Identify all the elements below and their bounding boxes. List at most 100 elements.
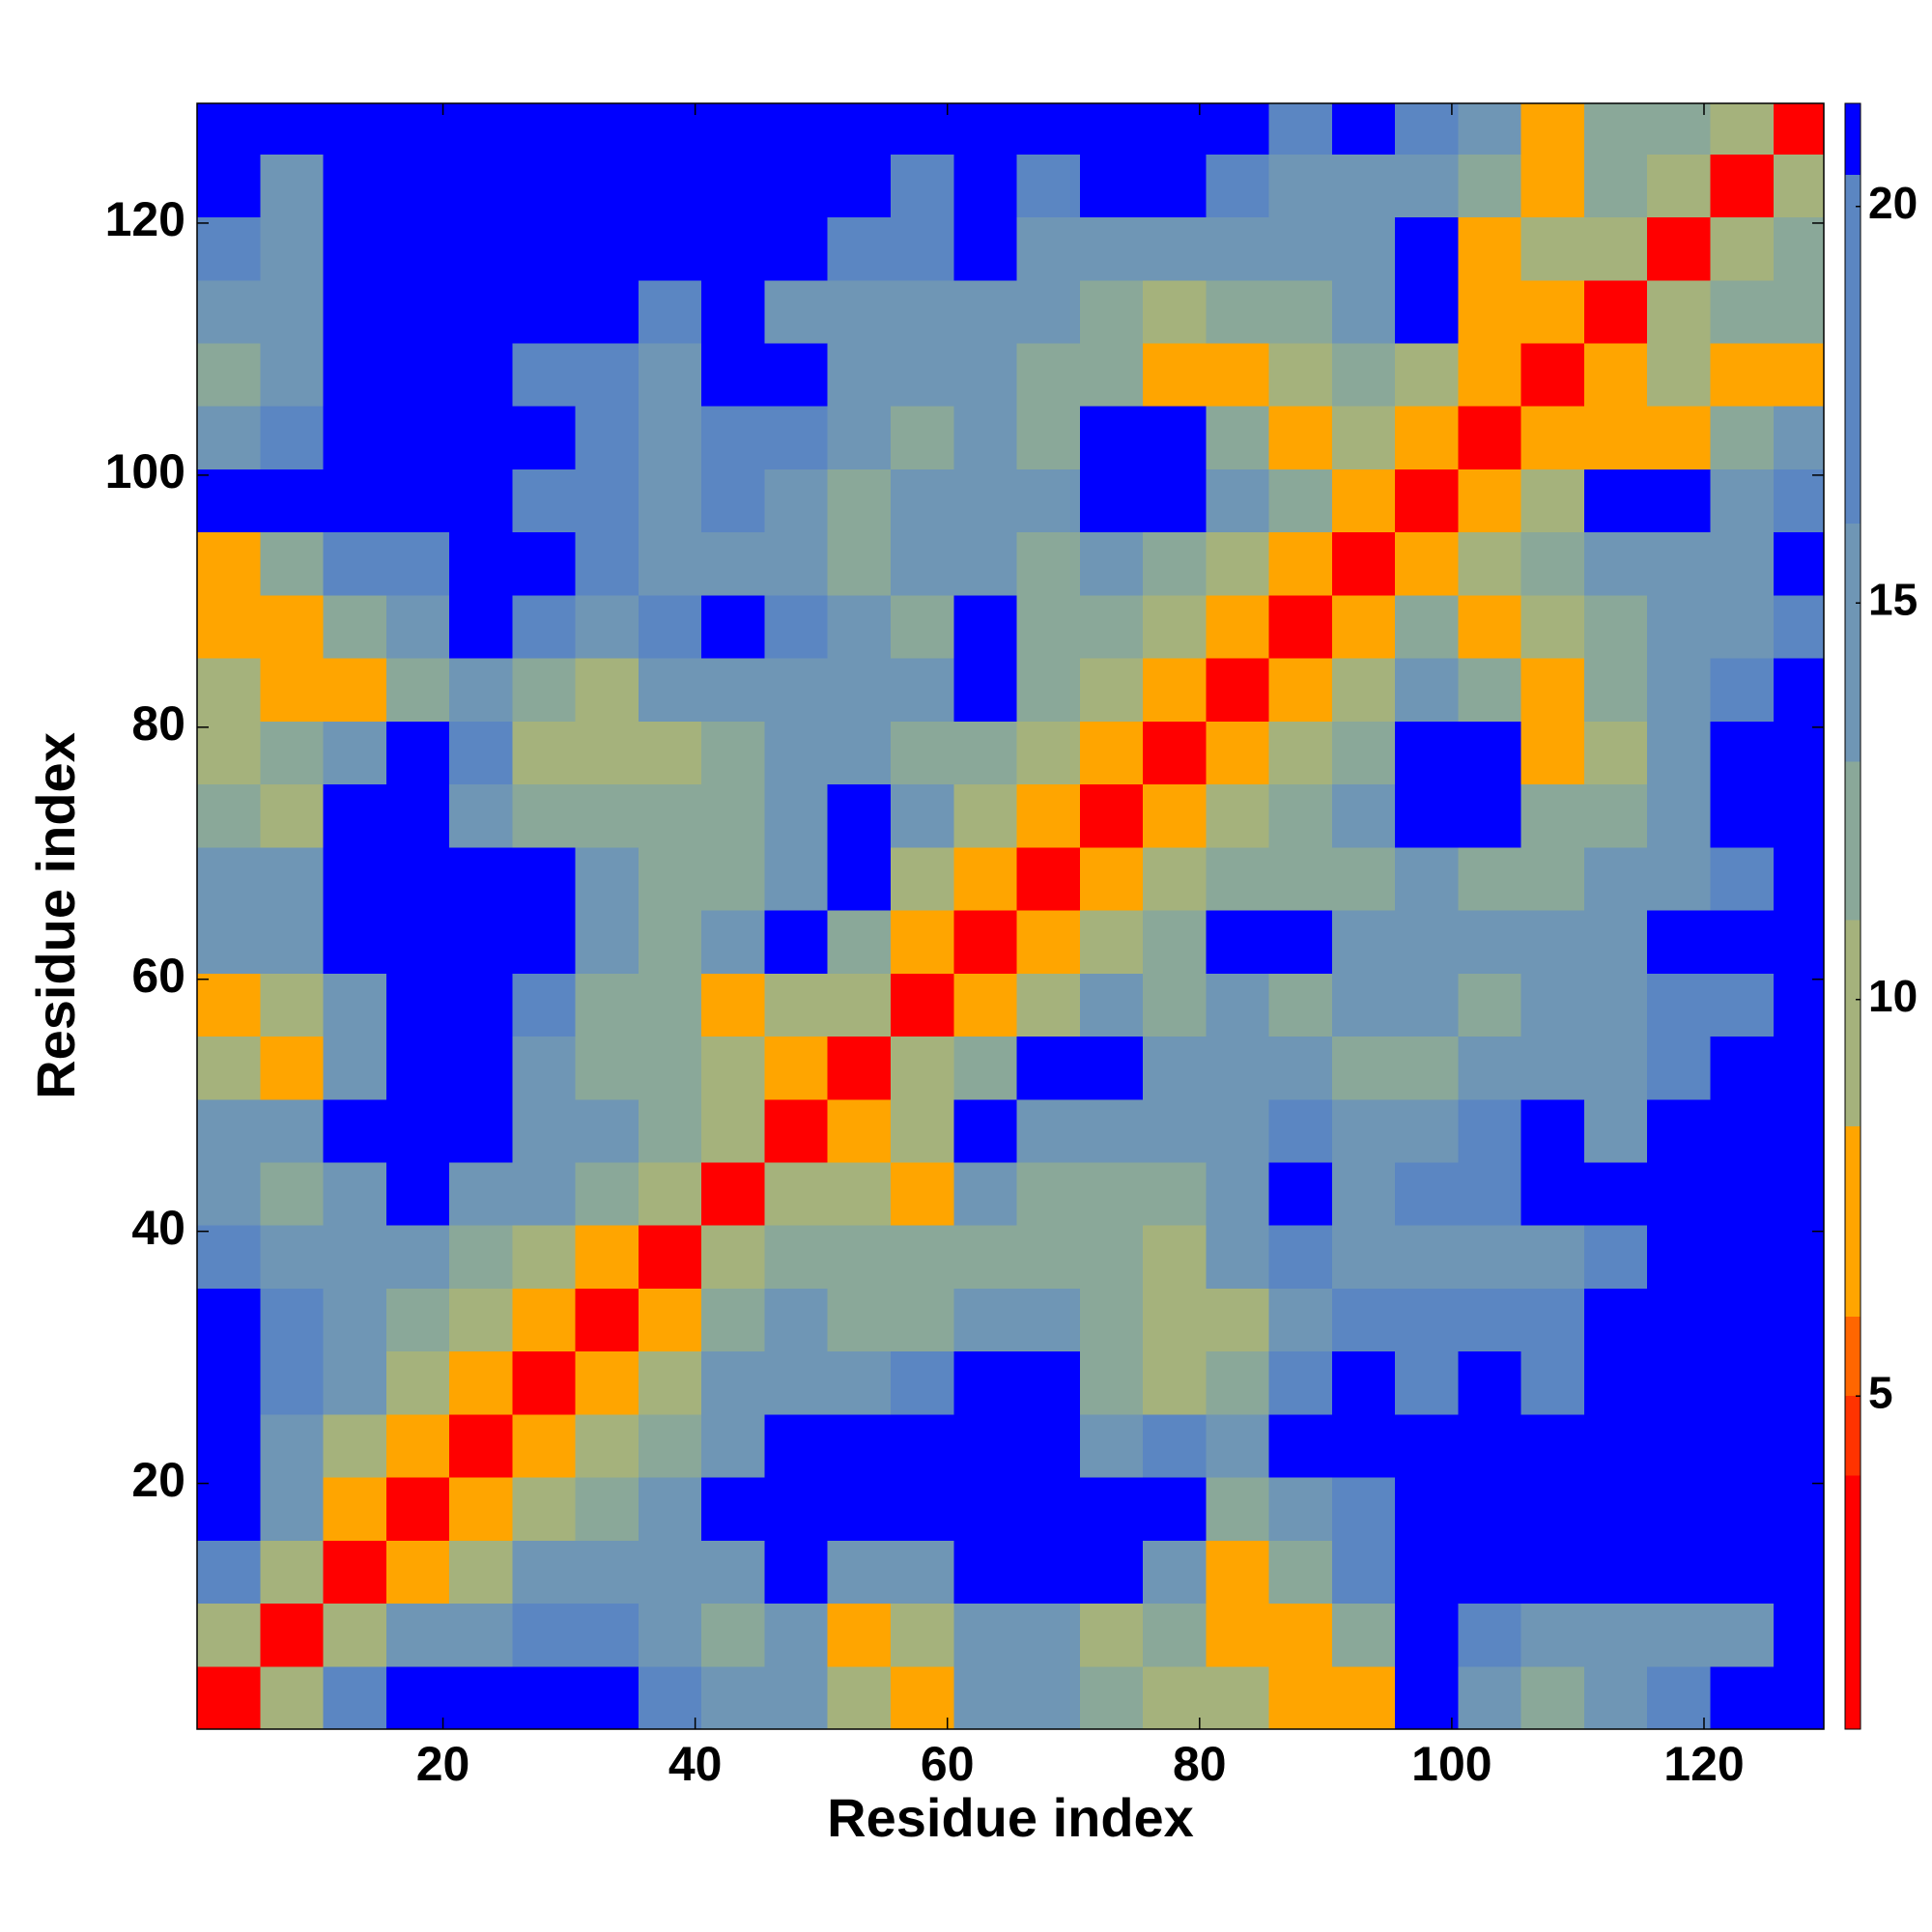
heatmap-cell — [575, 1161, 639, 1226]
heatmap-cell — [1458, 1665, 1522, 1729]
heatmap-cell — [827, 1098, 892, 1163]
heatmap-cell — [1268, 342, 1333, 407]
heatmap-cell — [1773, 1665, 1824, 1729]
heatmap-cell — [1647, 909, 1712, 974]
heatmap-cell — [1520, 103, 1585, 155]
heatmap-cell — [1016, 216, 1081, 281]
heatmap-cell — [1016, 1350, 1081, 1415]
heatmap-cell — [1458, 279, 1522, 344]
heatmap-cell — [1016, 1036, 1081, 1100]
heatmap-cell — [260, 103, 325, 155]
heatmap-cell — [701, 1288, 766, 1352]
heatmap-cell — [1520, 279, 1585, 344]
heatmap-cell — [1331, 1225, 1396, 1289]
heatmap-cell — [575, 909, 639, 974]
heatmap-cell — [1331, 909, 1396, 974]
heatmap-cell — [1710, 469, 1775, 533]
heatmap-cell — [1647, 154, 1712, 218]
heatmap-cell — [764, 1036, 829, 1100]
heatmap-cell — [1395, 279, 1460, 344]
heatmap-cell — [260, 216, 325, 281]
heatmap-cell — [1583, 1413, 1648, 1478]
heatmap-cell — [385, 216, 450, 281]
heatmap-cell — [1206, 1603, 1270, 1667]
heatmap-cell — [1710, 1477, 1775, 1541]
heatmap-cell — [197, 1036, 261, 1100]
heatmap-cell — [1395, 783, 1460, 848]
heatmap-cell — [953, 783, 1018, 848]
heatmap-cell — [1268, 1036, 1333, 1100]
heatmap-cell — [1647, 1665, 1712, 1729]
heatmap-cell — [1710, 279, 1775, 344]
heatmap-cell — [1331, 1350, 1396, 1415]
heatmap-cell — [1710, 1288, 1775, 1352]
heatmap-cell — [701, 1098, 766, 1163]
heatmap-cell — [827, 154, 892, 218]
heatmap-cell — [1647, 721, 1712, 785]
heatmap-cell — [1710, 1603, 1775, 1667]
heatmap-cell — [260, 1288, 325, 1352]
heatmap-cell — [1395, 154, 1460, 218]
heatmap-cell — [1583, 154, 1648, 218]
heatmap-cell — [1583, 846, 1648, 911]
colorbar-band — [1845, 524, 1861, 762]
heatmap-cell — [1458, 1540, 1522, 1605]
heatmap-cell — [1143, 216, 1207, 281]
heatmap-cell — [1016, 1665, 1081, 1729]
heatmap-cell — [1647, 1603, 1712, 1667]
heatmap-cell — [575, 1288, 639, 1352]
heatmap-cell — [260, 721, 325, 785]
heatmap-cell — [890, 103, 954, 155]
heatmap-cell — [701, 216, 766, 281]
heatmap-cell — [1647, 1036, 1712, 1100]
heatmap-cell — [323, 1665, 387, 1729]
heatmap-cell — [385, 531, 450, 596]
heatmap-cell — [1016, 783, 1081, 848]
heatmap-cell — [323, 658, 387, 722]
heatmap-cell — [1520, 1413, 1585, 1478]
heatmap-cell — [638, 342, 702, 407]
heatmap-cell — [764, 279, 829, 344]
heatmap-cell — [512, 909, 577, 974]
heatmap-cell — [449, 1603, 513, 1667]
x-tick-label: 20 — [416, 1737, 470, 1791]
heatmap-cell — [449, 279, 513, 344]
heatmap-cell — [1773, 783, 1824, 848]
heatmap-cell — [385, 594, 450, 659]
heatmap-cell — [953, 594, 1018, 659]
heatmap-cell — [1583, 342, 1648, 407]
heatmap-cell — [638, 1413, 702, 1478]
heatmap-cell — [1520, 1288, 1585, 1352]
heatmap-cell — [953, 721, 1018, 785]
heatmap-cell — [638, 279, 702, 344]
heatmap-cell — [512, 1477, 577, 1541]
heatmap-cell — [1016, 406, 1081, 469]
heatmap-cell — [1143, 469, 1207, 533]
heatmap-cell — [1395, 658, 1460, 722]
heatmap-cell — [1458, 1288, 1522, 1352]
heatmap-cell — [1268, 103, 1333, 155]
heatmap-cell — [1773, 1477, 1824, 1541]
heatmap-cell — [1647, 1540, 1712, 1605]
heatmap-cell — [890, 406, 954, 469]
heatmap-cell — [449, 1540, 513, 1605]
heatmap-cell — [385, 1161, 450, 1226]
heatmap-cell — [1079, 658, 1144, 722]
heatmap-cell — [827, 1665, 892, 1729]
heatmap-cell — [701, 1477, 766, 1541]
heatmap-cell — [1583, 721, 1648, 785]
heatmap-cell — [890, 342, 954, 407]
heatmap-cell — [764, 783, 829, 848]
heatmap-cell — [197, 594, 261, 659]
heatmap-cell — [1710, 1665, 1775, 1729]
heatmap-cell — [1206, 973, 1270, 1037]
heatmap-cell — [953, 1665, 1018, 1729]
heatmap-cell — [1520, 1665, 1585, 1729]
heatmap-cell — [1647, 1098, 1712, 1163]
heatmap-cell — [1268, 1288, 1333, 1352]
heatmap-cell — [638, 594, 702, 659]
heatmap-cell — [827, 594, 892, 659]
heatmap-cell — [953, 531, 1018, 596]
heatmap-cell — [1016, 909, 1081, 974]
